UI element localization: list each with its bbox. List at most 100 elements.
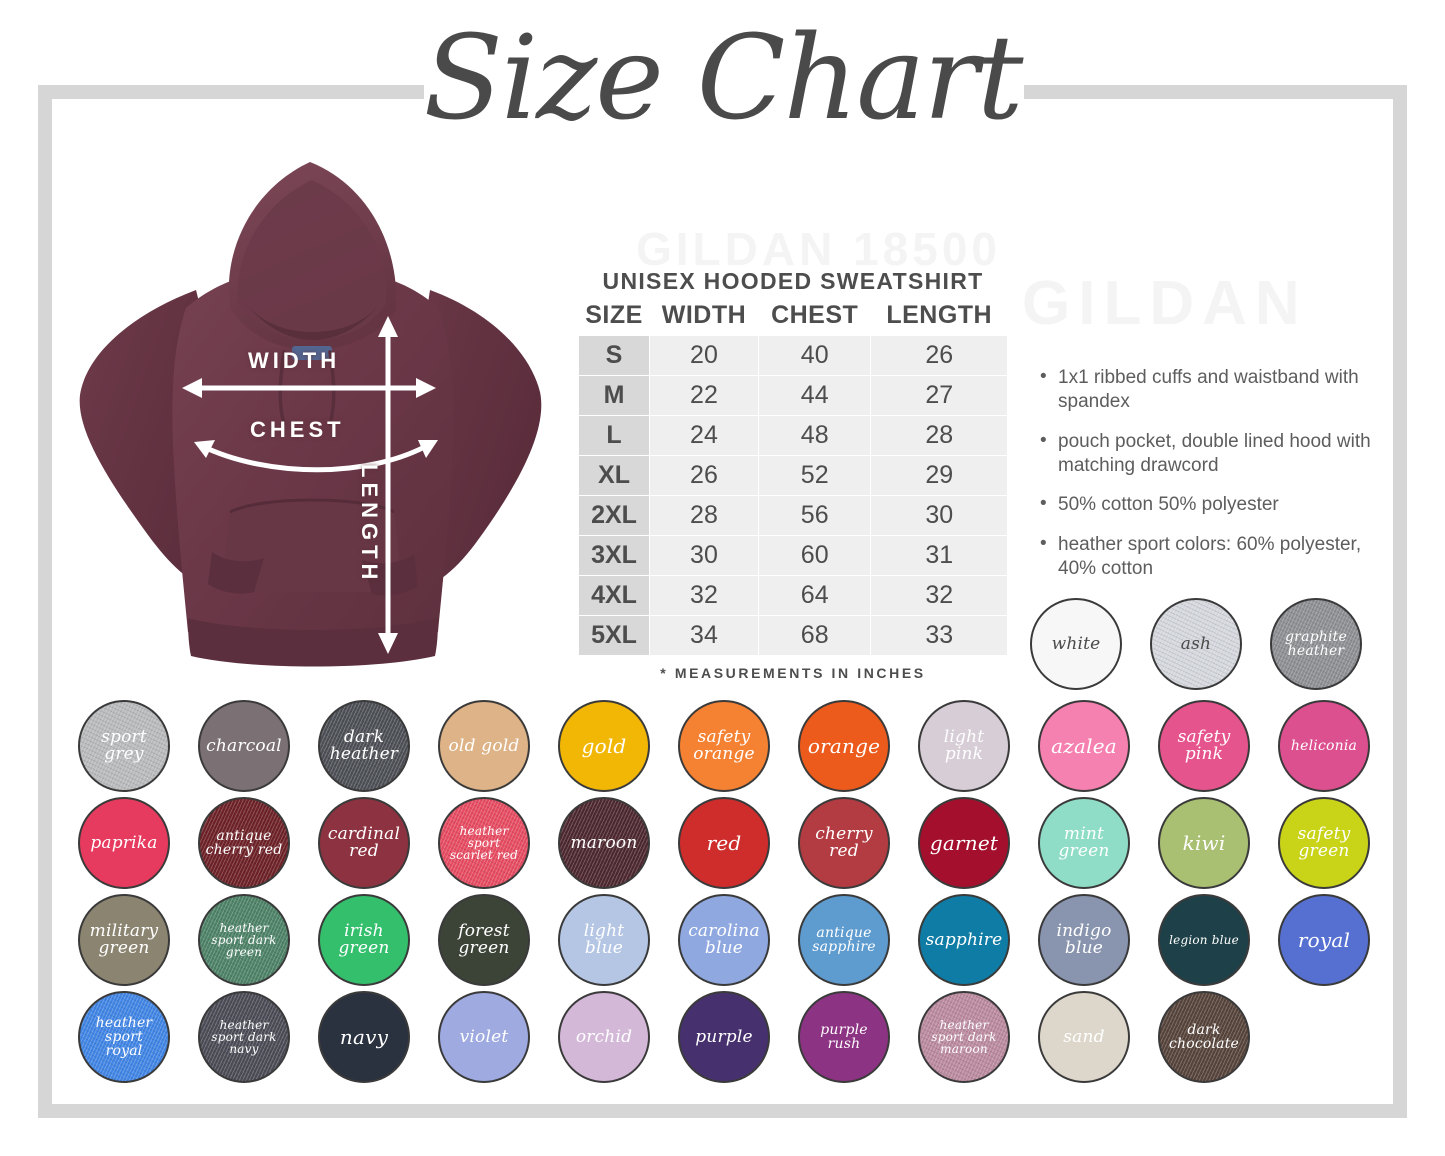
color-swatch[interactable]: forest green bbox=[438, 894, 530, 986]
color-swatch-label: carolina blue bbox=[688, 921, 760, 958]
cell-length: 30 bbox=[870, 495, 1008, 536]
color-swatch-label: heather sport royal bbox=[95, 1014, 153, 1060]
cell-width: 20 bbox=[649, 335, 759, 376]
color-swatch-label: orange bbox=[807, 734, 881, 758]
color-swatch[interactable]: heliconia bbox=[1278, 700, 1370, 792]
cell-length: 31 bbox=[870, 535, 1008, 576]
color-swatch-label: cardinal red bbox=[327, 824, 401, 861]
table-row: 2XL 28 56 30 bbox=[578, 495, 1008, 536]
color-swatch[interactable]: purple rush bbox=[798, 991, 890, 1083]
color-swatch[interactable]: dark heather bbox=[318, 700, 410, 792]
color-swatch[interactable]: heather sport dark maroon bbox=[918, 991, 1010, 1083]
cell-width: 24 bbox=[649, 415, 759, 456]
color-swatch[interactable]: dark chocolate bbox=[1158, 991, 1250, 1083]
color-swatch[interactable]: gold bbox=[558, 700, 650, 792]
color-swatch[interactable]: sand bbox=[1038, 991, 1130, 1083]
table-row: 3XL 30 60 31 bbox=[578, 535, 1008, 576]
color-swatch[interactable]: safety pink bbox=[1158, 700, 1250, 792]
color-swatch[interactable]: safety green bbox=[1278, 797, 1370, 889]
measure-label-length: LENGTH bbox=[357, 464, 382, 585]
color-swatch[interactable]: cardinal red bbox=[318, 797, 410, 889]
color-swatch[interactable]: antique sapphire bbox=[798, 894, 890, 986]
col-header-size: SIZE bbox=[585, 301, 643, 329]
size-table-block: UNISEX HOODED SWEATSHIRT SIZE WIDTH CHES… bbox=[578, 268, 1008, 681]
cell-width: 22 bbox=[649, 375, 759, 416]
color-swatch[interactable]: mint green bbox=[1038, 797, 1130, 889]
size-table-header-row: SIZE WIDTH CHEST LENGTH bbox=[579, 301, 1008, 336]
color-swatch-label: paprika bbox=[90, 832, 158, 853]
hoodie-svg bbox=[79, 162, 542, 667]
color-swatch[interactable]: white bbox=[1030, 598, 1122, 690]
color-swatch-label: old gold bbox=[448, 735, 520, 756]
color-swatch[interactable]: purple bbox=[678, 991, 770, 1083]
cell-length: 33 bbox=[870, 615, 1008, 656]
color-swatch-label: military green bbox=[89, 921, 159, 958]
color-swatch[interactable]: garnet bbox=[918, 797, 1010, 889]
color-swatch[interactable]: light pink bbox=[918, 700, 1010, 792]
measurement-note: * MEASUREMENTS IN INCHES bbox=[660, 665, 926, 681]
color-swatch[interactable]: red bbox=[678, 797, 770, 889]
color-swatch[interactable]: paprika bbox=[78, 797, 170, 889]
color-swatch[interactable]: carolina blue bbox=[678, 894, 770, 986]
size-table: SIZE WIDTH CHEST LENGTH S 20 40 26 M 22 44 27 L 2… bbox=[578, 301, 1008, 656]
color-swatch[interactable]: violet bbox=[438, 991, 530, 1083]
color-swatch-label: heather sport scarlet red bbox=[449, 823, 519, 863]
color-swatch-label: purple bbox=[695, 1026, 753, 1047]
color-swatch[interactable]: sapphire bbox=[918, 894, 1010, 986]
color-swatch-label: sapphire bbox=[925, 929, 1003, 950]
color-swatch-label: orchid bbox=[575, 1026, 633, 1047]
color-swatch[interactable]: heather sport dark navy bbox=[198, 991, 290, 1083]
color-swatch[interactable]: graphite heather bbox=[1270, 598, 1362, 690]
size-table-heading: UNISEX HOODED SWEATSHIRT bbox=[602, 268, 984, 294]
color-swatch-label: azalea bbox=[1051, 734, 1117, 758]
color-swatch-label: red bbox=[706, 831, 742, 855]
color-swatch[interactable]: maroon bbox=[558, 797, 650, 889]
color-swatch-label: ash bbox=[1180, 633, 1212, 654]
color-swatch[interactable]: navy bbox=[318, 991, 410, 1083]
color-swatch-label: graphite heather bbox=[1285, 628, 1347, 659]
color-swatch-label: irish green bbox=[338, 921, 390, 958]
color-swatch[interactable]: kiwi bbox=[1158, 797, 1250, 889]
color-swatch-label: gold bbox=[581, 734, 627, 758]
color-swatch[interactable]: light blue bbox=[558, 894, 650, 986]
cell-size: M bbox=[578, 375, 650, 416]
color-swatch[interactable]: military green bbox=[78, 894, 170, 986]
watermark-product-code: GILDAN 18500 bbox=[636, 223, 1002, 275]
color-swatch[interactable]: safety orange bbox=[678, 700, 770, 792]
table-row: 4XL 32 64 32 bbox=[578, 575, 1008, 616]
cell-size: 2XL bbox=[578, 495, 650, 536]
cell-length: 32 bbox=[870, 575, 1008, 616]
color-swatch[interactable]: legion blue bbox=[1158, 894, 1250, 986]
color-swatch[interactable]: azalea bbox=[1038, 700, 1130, 792]
color-swatch[interactable]: orchid bbox=[558, 991, 650, 1083]
hoodie-illustration: WIDTH CHEST LENGTH bbox=[78, 140, 548, 670]
cell-size: S bbox=[578, 335, 650, 376]
color-swatch-label: mint green bbox=[1058, 824, 1110, 861]
color-swatch[interactable]: heather sport royal bbox=[78, 991, 170, 1083]
table-row: M 22 44 27 bbox=[578, 375, 1008, 416]
table-row: S 20 40 26 bbox=[578, 335, 1008, 376]
cell-size: XL bbox=[578, 455, 650, 496]
cell-length: 29 bbox=[870, 455, 1008, 496]
color-swatch[interactable]: ash bbox=[1150, 598, 1242, 690]
color-swatch[interactable]: cherry red bbox=[798, 797, 890, 889]
color-swatch[interactable]: sport grey bbox=[78, 700, 170, 792]
color-swatch[interactable]: antique cherry red bbox=[198, 797, 290, 889]
color-swatch[interactable]: heather sport scarlet red bbox=[438, 797, 530, 889]
color-swatch-label: heather sport dark green bbox=[211, 920, 277, 960]
cell-chest: 52 bbox=[757, 455, 872, 496]
color-swatch[interactable]: irish green bbox=[318, 894, 410, 986]
color-swatch[interactable]: orange bbox=[798, 700, 890, 792]
title-backdrop bbox=[424, 40, 1024, 152]
color-swatch[interactable]: royal bbox=[1278, 894, 1370, 986]
table-row: 5XL 34 68 33 bbox=[578, 615, 1008, 656]
color-swatch-label: cherry red bbox=[815, 824, 873, 861]
table-row: L 24 48 28 bbox=[578, 415, 1008, 456]
color-swatch[interactable]: old gold bbox=[438, 700, 530, 792]
color-swatch[interactable]: charcoal bbox=[198, 700, 290, 792]
color-swatch-label: charcoal bbox=[206, 735, 282, 756]
color-swatch[interactable]: heather sport dark green bbox=[198, 894, 290, 986]
cell-chest: 64 bbox=[757, 575, 872, 616]
color-swatch[interactable]: indigo blue bbox=[1038, 894, 1130, 986]
